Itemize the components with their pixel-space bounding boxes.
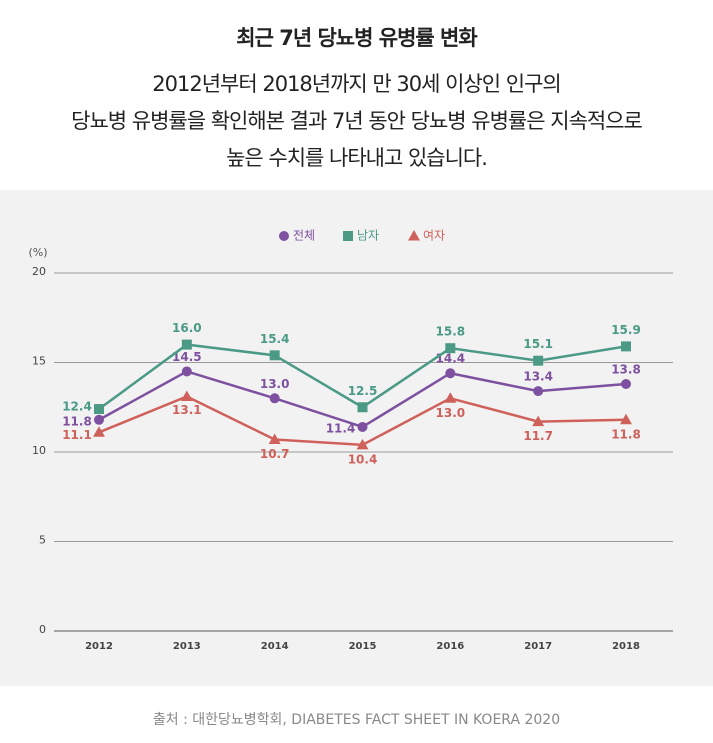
x-tick-label: 2018 [612,641,640,652]
point [94,404,104,415]
point [621,341,631,352]
point [445,368,456,379]
subtitle-line: 높은 수치를 나타내고 있습니다. [226,146,488,170]
point [181,339,192,350]
x-tick-label: 2013 [173,641,201,652]
data-label: 11.1 [62,428,92,442]
x-tick-label: 2017 [524,641,552,652]
legend-label: 여자 [423,229,445,243]
y-tick-label: 10 [32,444,46,457]
point [93,426,105,437]
point [180,390,193,402]
x-tick-label: 2015 [349,641,377,652]
point [94,414,104,425]
point [356,438,369,450]
point [621,378,631,389]
point [181,366,192,377]
x-tick-label: 2016 [436,641,464,652]
legend-label: 남자 [357,229,379,243]
subtitle: 2012년부터 2018년까지 만 30세 이상인 인구의 당뇨병 유병률을 확… [0,66,713,177]
data-label: 11.7 [523,429,553,443]
data-label: 10.7 [260,447,290,461]
data-label: 15.4 [260,332,290,346]
data-label: 15.9 [611,323,641,337]
legend-label: 전체 [293,229,315,243]
legend-marker [343,231,353,241]
point [533,386,544,397]
data-label: 12.5 [348,384,378,398]
x-tick-label: 2012 [85,641,113,652]
legend-marker [408,230,420,241]
data-label: 14.4 [436,352,466,366]
y-tick-label: 15 [32,355,46,368]
data-label: 13.0 [436,406,466,420]
data-label: 11.8 [611,427,641,441]
data-label: 15.8 [436,325,466,339]
y-tick-label: 0 [39,623,46,636]
y-tick-label: 20 [32,265,46,278]
point [269,393,280,404]
data-label: 11.4 [326,421,356,435]
point [532,415,545,427]
data-label: 15.1 [523,337,553,351]
data-label: 10.4 [348,452,378,466]
data-label: 13.1 [172,403,202,417]
title: 최근 7년 당뇨병 유병률 변화 [236,26,477,50]
subtitle-line: 2012년부터 2018년까지 만 30세 이상인 인구의 [152,72,561,96]
point [269,350,280,361]
point [357,421,368,432]
point [620,413,632,425]
point [357,402,368,413]
y-unit: (%) [28,246,47,259]
point [445,343,456,354]
point [533,355,544,366]
data-label: 13.4 [523,370,553,384]
legend-marker [279,231,289,241]
point [268,433,281,444]
data-label: 12.4 [62,400,92,414]
data-label: 11.8 [62,414,92,428]
point [444,392,457,403]
data-label: 13.0 [260,377,290,391]
data-label: 13.8 [611,362,641,376]
data-label: 14.5 [172,350,202,364]
data-label: 16.0 [172,321,202,335]
x-tick-label: 2014 [261,641,289,652]
source: 출처 : 대한당뇨병학회, DIABETES FACT SHEET IN KOE… [152,712,561,728]
y-tick-label: 5 [39,534,46,547]
subtitle-line: 당뇨병 유병률을 확인해본 결과 7년 동안 당뇨병 유병률은 지속적으로 [71,109,643,133]
